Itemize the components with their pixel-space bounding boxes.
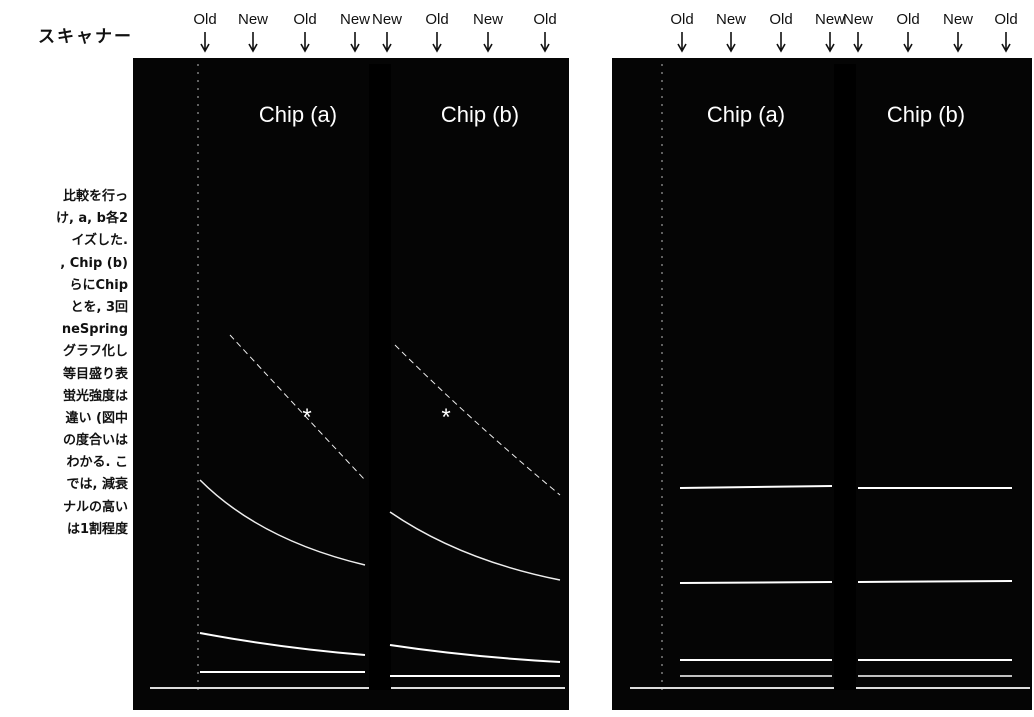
- text-line: は1割程度: [66, 521, 128, 537]
- arrow: [432, 32, 442, 53]
- text-line: らにChip: [69, 277, 128, 293]
- arrow: [382, 32, 392, 53]
- lane-label: Old: [769, 11, 792, 28]
- text-line: グラフ化し: [62, 344, 128, 360]
- arrow: [200, 32, 210, 53]
- text-line: ナルの高い: [62, 499, 128, 515]
- lane-label: Old: [425, 11, 448, 28]
- text-line: 違い (図中: [65, 410, 128, 426]
- text-line: neSpring: [61, 322, 128, 338]
- marker: *: [302, 404, 311, 431]
- section-title: スキャナー: [38, 27, 133, 47]
- lane-label: New: [340, 11, 370, 28]
- text-line: の度合いは: [62, 433, 128, 449]
- arrow: [248, 32, 258, 53]
- plot-panel: [612, 58, 1032, 710]
- body-text: 比較を行っけ, a, b各2 イズした. , Chip (b) らにChip とを, 3…: [0, 186, 128, 541]
- lane-label: New: [943, 11, 973, 28]
- lane-label: Old: [293, 11, 316, 28]
- marker: *: [441, 404, 450, 431]
- arrow: [726, 32, 736, 53]
- text-line: イズした.: [71, 233, 128, 249]
- lane-label: Old: [670, 11, 693, 28]
- chip-label: Chip (a): [259, 102, 337, 127]
- arrow: [776, 32, 786, 53]
- curve: [199, 479, 366, 566]
- curve: [229, 334, 366, 481]
- arrow: [953, 32, 963, 53]
- lane-label: New: [716, 11, 746, 28]
- arrow: [300, 32, 310, 53]
- lane-label: New: [473, 11, 503, 28]
- curve: [199, 632, 366, 656]
- curve: [389, 511, 561, 581]
- arrow: [677, 32, 687, 53]
- text-line: とを, 3回: [70, 299, 128, 315]
- curve: [389, 644, 561, 663]
- chip-label: Chip (a): [707, 102, 785, 127]
- lane-label: New: [372, 11, 402, 28]
- text-line: け, a, b各2: [55, 211, 128, 227]
- arrow: [540, 32, 550, 53]
- lane-label: Old: [193, 11, 216, 28]
- chip-label: Chip (b): [887, 102, 965, 127]
- text-line: では, 減衰: [66, 477, 128, 493]
- text-line: 比較を行っ: [62, 189, 128, 204]
- lane-label: Old: [994, 11, 1017, 28]
- level-line: [679, 580, 1013, 584]
- lane-label: Old: [533, 11, 556, 28]
- text-line: 蛍光強度は: [62, 388, 128, 404]
- chip-label: Chip (b): [441, 102, 519, 127]
- arrow: [350, 32, 360, 53]
- lane-label: New: [238, 11, 268, 28]
- lane-label: Old: [896, 11, 919, 28]
- arrow: [903, 32, 913, 53]
- arrow: [853, 32, 863, 53]
- text-line: わかる. こ: [66, 455, 128, 471]
- plot-panel: [133, 58, 569, 710]
- lane-label: New: [843, 11, 873, 28]
- text-line: , Chip (b): [60, 255, 128, 271]
- text-line: 等目盛り表: [62, 366, 128, 382]
- arrow: [483, 32, 493, 53]
- lane-label: New: [815, 11, 845, 28]
- arrow: [825, 32, 835, 53]
- curve: [394, 344, 561, 496]
- arrow: [1001, 32, 1011, 53]
- level-line: [679, 485, 1012, 489]
